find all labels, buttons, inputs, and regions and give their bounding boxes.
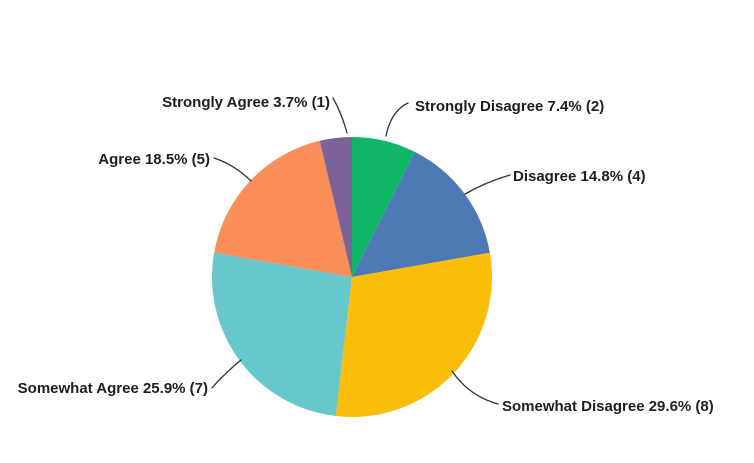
slice-label-strongly-agree: Strongly Agree 3.7% (1) [162,94,330,111]
pie-slice-somewhat-disagree[interactable] [335,252,492,417]
pie-slice-disagree[interactable] [352,151,490,277]
leader-line-strongly-disagree [385,102,409,137]
leader-line-disagree [464,174,511,195]
slice-label-strongly-disagree: Strongly Disagree 7.4% (2) [415,98,605,115]
pie-slice-strongly-agree[interactable] [319,137,352,277]
slice-label-agree: Agree 18.5% (5) [98,151,210,168]
pie-slice-somewhat-agree[interactable] [212,252,352,417]
slice-label-somewhat-disagree: Somewhat Disagree 29.6% (8) [502,398,714,415]
pie-slice-agree[interactable] [214,140,352,277]
leader-line-somewhat-disagree [451,370,499,405]
pie-slice-strongly-disagree[interactable] [352,137,415,277]
slice-label-somewhat-agree: Somewhat Agree 25.9% (7) [17,380,208,397]
leader-line-agree [213,157,252,182]
leader-line-somewhat-agree [211,359,242,389]
slice-label-disagree: Disagree 14.8% (4) [513,168,646,185]
leader-line-strongly-agree [332,97,348,134]
